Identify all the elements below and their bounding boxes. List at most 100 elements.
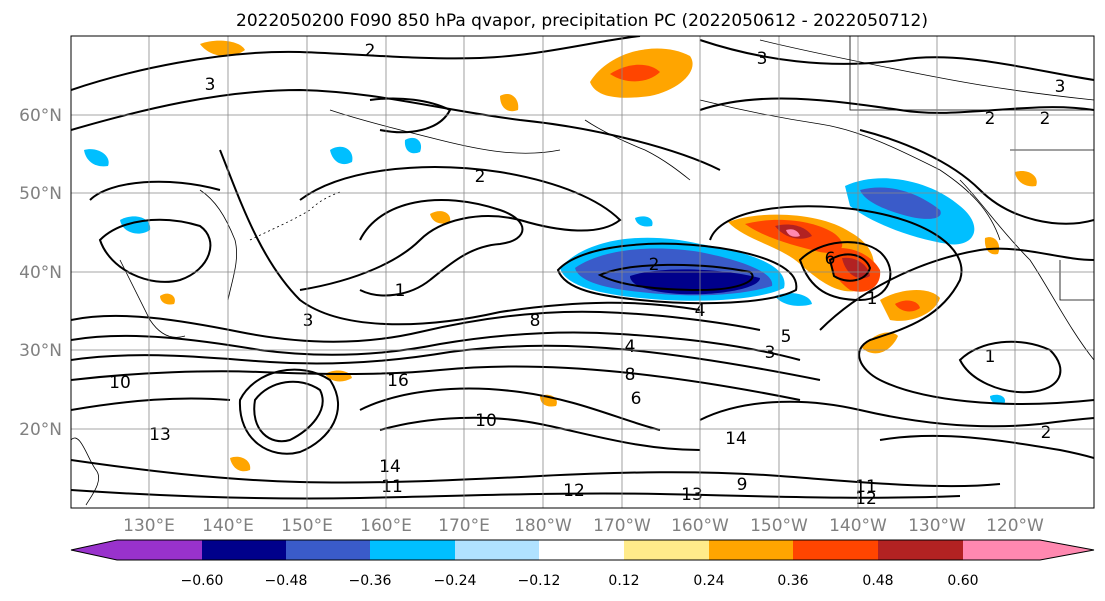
anomaly-region [330, 146, 353, 165]
latitude-labels: 60°N 50°N 40°N 30°N 20°N [19, 106, 62, 440]
contour-label: 13 [681, 485, 703, 505]
contour-line [71, 88, 721, 171]
lon-label: 130°W [908, 516, 966, 536]
colorbar-segment [71, 540, 202, 560]
contour-line [219, 149, 701, 326]
contour-label: 6 [825, 249, 836, 269]
contour-line [89, 180, 221, 201]
coastline [1059, 260, 1094, 301]
contour-label: 11 [855, 477, 877, 497]
contour-label: 12 [855, 489, 877, 509]
contour-label: 14 [379, 457, 401, 477]
anomaly-region [84, 149, 109, 167]
lat-label: 50°N [19, 184, 62, 204]
contour-line [238, 368, 340, 455]
anomaly-region [1015, 170, 1037, 187]
lon-label: 160°W [671, 516, 729, 536]
anomaly-region [500, 93, 519, 112]
contour-label: 3 [303, 311, 314, 331]
map-plot: 2 3 2 3 2 2 3 2 1 3 4 4 5 6 8 10 13 11 1… [71, 36, 1094, 509]
contour-line [379, 416, 701, 451]
negative-anomaly-regions [84, 137, 1006, 405]
colorbar-tick-label: −0.36 [349, 573, 392, 589]
contour-line [359, 199, 524, 297]
anomaly-region [984, 237, 1000, 255]
colorbar-segment [624, 540, 709, 560]
anomaly-region [430, 211, 451, 224]
contour-line [253, 380, 324, 443]
lat-label: 60°N [19, 106, 62, 126]
contour-line [556, 242, 798, 305]
colorbar-tick-label: 0.24 [693, 573, 724, 589]
anomaly-region [860, 187, 941, 219]
lon-label: 120°W [986, 516, 1044, 536]
lon-label: 140°W [829, 516, 887, 536]
anomaly-region [160, 293, 175, 305]
contour-line [369, 97, 452, 134]
colorbar-segment [793, 540, 878, 560]
contour-line [958, 340, 1062, 394]
contour-label: 2 [475, 167, 486, 187]
coastline [759, 39, 1094, 101]
contour-label: 2 [649, 255, 660, 275]
colorbar-tick-label: 0.12 [608, 573, 639, 589]
colorbar-tick-label: 0.60 [947, 573, 978, 589]
contour-line [71, 489, 961, 500]
coastline [959, 179, 1094, 361]
colorbar-segment [370, 540, 455, 560]
contour-label: 2 [365, 41, 376, 61]
lat-label: 30°N [19, 341, 62, 361]
lon-label: 180°W [514, 516, 572, 536]
colorbar-segment [286, 540, 370, 560]
contour-line [71, 36, 641, 91]
lon-label: 150°E [281, 516, 333, 536]
contour-line [71, 397, 231, 411]
anomaly-region [610, 64, 660, 82]
colorbar-outline [70, 539, 1095, 561]
contour-label: 1 [985, 347, 996, 367]
colorbar-tick-labels: −0.60 −0.48 −0.36 −0.24 −0.12 0.12 0.24 … [181, 573, 979, 589]
contour-label: 11 [381, 477, 403, 497]
lon-label: 150°W [750, 516, 808, 536]
contour-label: 2 [985, 109, 996, 129]
coastline [329, 109, 561, 154]
contour-label: 4 [625, 337, 636, 357]
coastline [71, 437, 100, 506]
anomaly-region [842, 257, 870, 279]
colorbar-tick-label: 0.48 [862, 573, 893, 589]
contour-label: 3 [1055, 77, 1066, 97]
contour-line [709, 205, 1094, 405]
coastline [584, 119, 691, 181]
contour-label: 2 [1040, 109, 1051, 129]
contour-line [98, 218, 212, 283]
anomaly-region [990, 394, 1006, 405]
contour-label: 3 [765, 343, 776, 363]
contour-label: 14 [725, 429, 747, 449]
contour-lines [71, 36, 1094, 500]
coastline [849, 36, 1094, 111]
contour-label: 1 [867, 289, 878, 309]
contour-label: 10 [475, 411, 497, 431]
anomaly-region [775, 293, 812, 306]
contour-line [359, 387, 661, 431]
anomaly-region [895, 300, 920, 312]
longitude-labels: 130°E 140°E 150°E 160°E 170°E 180°W 170°… [123, 516, 1044, 536]
contour-label: 2 [1041, 423, 1052, 443]
contour-line [71, 365, 801, 401]
contour-line [699, 400, 1094, 428]
contour-line [597, 263, 754, 292]
contour-line [699, 97, 1094, 114]
coastlines [71, 36, 1094, 506]
contour-label: 6 [631, 389, 642, 409]
contour-line [798, 241, 892, 302]
graticule [71, 36, 1094, 508]
map-frame [70, 35, 1095, 509]
contour-line [71, 310, 761, 343]
coastline [199, 189, 237, 301]
colorbar-tick-label: −0.48 [265, 573, 308, 589]
contour-line [828, 253, 872, 282]
colorbar-tick-label: −0.12 [518, 573, 561, 589]
lon-label: 140°E [202, 516, 254, 536]
anomaly-region [404, 137, 422, 154]
